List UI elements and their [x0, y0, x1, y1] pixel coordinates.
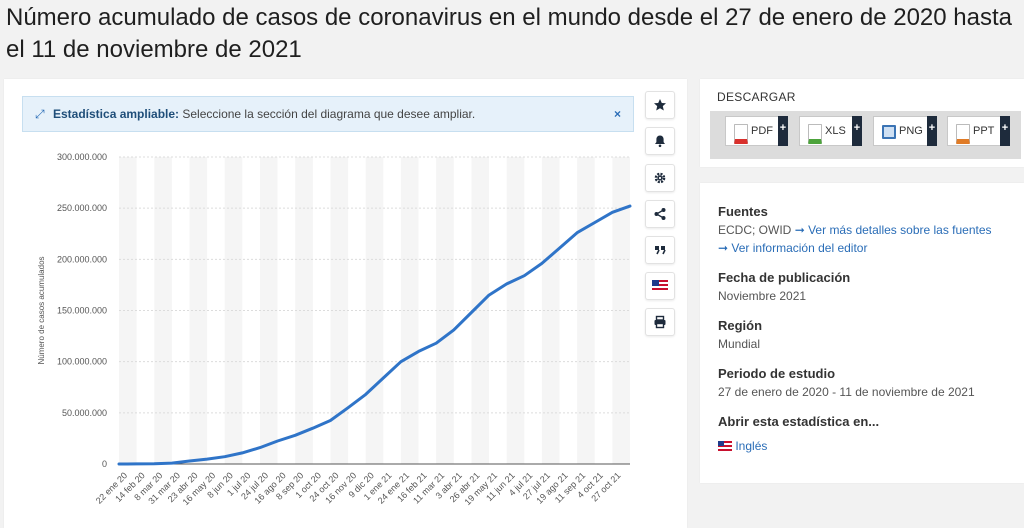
- share-icon: [654, 208, 666, 220]
- region-heading: Región: [718, 318, 763, 333]
- cite-button[interactable]: [645, 236, 675, 264]
- page-title: Número acumulado de casos de coronavirus…: [6, 4, 1012, 63]
- download-png-label: PNG: [899, 125, 923, 137]
- grid-band: [365, 157, 384, 464]
- expand-icon: ⤢: [35, 107, 45, 121]
- y-tick-label: 200.000.000: [57, 254, 107, 264]
- grid-band: [541, 157, 560, 464]
- download-xls-button[interactable]: XLS +: [799, 116, 862, 146]
- share-button[interactable]: [645, 200, 675, 228]
- language-button[interactable]: [645, 272, 675, 300]
- editor-value: ➞ Ver información del editor: [718, 241, 867, 255]
- open-in-english: Inglés: [718, 439, 767, 453]
- arrow-right-icon: ➞: [718, 241, 729, 255]
- ppt-file-icon: [956, 124, 970, 144]
- download-options: PDF + XLS + PNG + PPT +: [710, 111, 1021, 159]
- download-ppt-label: PPT: [973, 125, 995, 137]
- y-tick-label: 0: [102, 459, 107, 469]
- y-tick-label: 100.000.000: [57, 357, 107, 367]
- chart-card: ⤢ Estadística ampliable: Seleccione la s…: [4, 79, 687, 528]
- png-file-icon: [882, 125, 896, 139]
- close-icon[interactable]: ×: [613, 107, 621, 121]
- print-icon: [654, 315, 666, 329]
- y-axis-label: Número de casos acumulados: [37, 256, 46, 364]
- flag-icon: [652, 280, 668, 292]
- y-tick-label: 300.000.000: [57, 152, 107, 162]
- english-link[interactable]: Inglés: [735, 439, 768, 453]
- flag-icon: [718, 441, 732, 451]
- plus-icon: +: [1000, 116, 1010, 146]
- favorite-button[interactable]: [645, 91, 675, 119]
- plus-icon: +: [927, 116, 937, 146]
- grid-band: [577, 157, 595, 464]
- sources-text: ECDC; OWID: [718, 223, 792, 237]
- chart-plot[interactable]: 0 50.000.000 100.000.000 150.000.000 200.000…: [4, 79, 644, 528]
- quote-icon: [655, 246, 666, 255]
- settings-button[interactable]: [645, 164, 675, 192]
- series-line: [117, 204, 632, 466]
- y-tick-label: 50.000.000: [62, 408, 107, 418]
- plus-icon: +: [778, 116, 788, 146]
- region-value: Mundial: [718, 337, 761, 351]
- editor-info-link[interactable]: Ver información del editor: [731, 241, 868, 255]
- download-xls-label: XLS: [825, 125, 846, 137]
- arrow-right-icon: ➞: [794, 223, 805, 237]
- plus-icon: +: [852, 116, 862, 146]
- xls-file-icon: [808, 124, 822, 144]
- publication-heading: Fecha de publicación: [718, 270, 851, 285]
- y-tick-label: 250.000.000: [57, 203, 107, 213]
- zoom-banner: ⤢ Estadística ampliable: Seleccione la s…: [22, 96, 634, 132]
- publication-value: Noviembre 2021: [718, 289, 807, 303]
- bell-icon: [655, 135, 665, 148]
- zoom-banner-text: Seleccione la sección del diagrama que d…: [179, 107, 476, 121]
- download-title: DESCARGAR: [717, 90, 796, 104]
- sources-value: ECDC; OWID ➞ Ver más detalles sobre las …: [718, 223, 992, 237]
- grid-band: [612, 157, 630, 464]
- download-pdf-button[interactable]: PDF +: [725, 116, 788, 146]
- download-png-button[interactable]: PNG +: [873, 116, 937, 146]
- gear-icon: [654, 172, 666, 184]
- grid-band: [400, 157, 419, 464]
- open-in-heading: Abrir esta estadística en...: [718, 414, 880, 429]
- print-button[interactable]: [645, 308, 675, 336]
- study-period-value: 27 de enero de 2020 - 11 de noviembre de…: [718, 385, 975, 399]
- pdf-file-icon: [734, 124, 748, 144]
- sources-heading: Fuentes: [718, 204, 768, 219]
- info-card: Fuentes ECDC; OWID ➞ Ver más detalles so…: [700, 183, 1024, 483]
- star-icon: [654, 99, 666, 111]
- study-period-heading: Periodo de estudio: [718, 366, 836, 381]
- download-ppt-button[interactable]: PPT +: [947, 116, 1010, 146]
- sources-details-link[interactable]: Ver más detalles sobre las fuentes: [808, 223, 992, 237]
- notification-button[interactable]: [645, 127, 675, 155]
- download-card: DESCARGAR PDF + XLS + PNG + PPT +: [700, 79, 1024, 167]
- grid-band: [189, 157, 208, 464]
- zoom-banner-bold: Estadística ampliable:: [53, 107, 180, 121]
- y-tick-label: 150.000.000: [57, 306, 107, 316]
- grid-band: [224, 157, 243, 464]
- download-pdf-label: PDF: [751, 125, 773, 137]
